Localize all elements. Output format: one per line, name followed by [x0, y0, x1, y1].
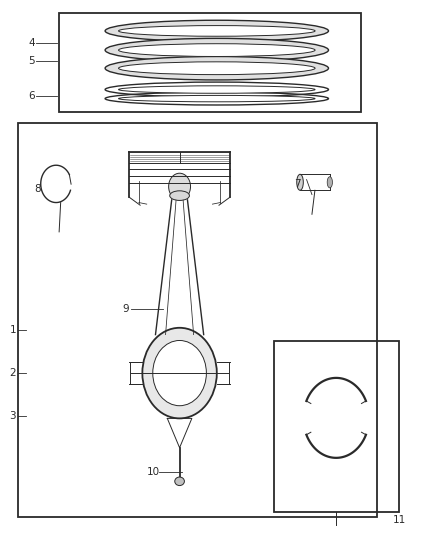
Ellipse shape	[105, 20, 328, 42]
Text: 11: 11	[393, 515, 406, 525]
Text: 9: 9	[123, 304, 129, 314]
Ellipse shape	[327, 177, 332, 188]
Text: 7: 7	[294, 179, 301, 189]
Text: 2: 2	[10, 368, 16, 378]
Text: 3: 3	[10, 411, 16, 421]
Ellipse shape	[175, 477, 184, 486]
Ellipse shape	[119, 44, 315, 56]
Text: 6: 6	[28, 91, 35, 101]
Circle shape	[153, 341, 206, 406]
Ellipse shape	[119, 86, 315, 93]
Circle shape	[169, 173, 191, 200]
Ellipse shape	[119, 26, 315, 36]
Circle shape	[142, 328, 217, 418]
Ellipse shape	[119, 95, 315, 102]
Ellipse shape	[105, 56, 328, 80]
Text: 4: 4	[28, 38, 35, 47]
Ellipse shape	[297, 174, 304, 190]
Ellipse shape	[105, 38, 328, 62]
Text: 1: 1	[10, 326, 16, 335]
Bar	[18, 123, 377, 517]
Text: 10: 10	[147, 467, 160, 477]
Ellipse shape	[170, 191, 189, 200]
Bar	[274, 341, 399, 512]
Ellipse shape	[119, 62, 315, 75]
Text: 5: 5	[28, 56, 35, 66]
Text: 8: 8	[34, 184, 41, 194]
Bar	[59, 13, 361, 112]
